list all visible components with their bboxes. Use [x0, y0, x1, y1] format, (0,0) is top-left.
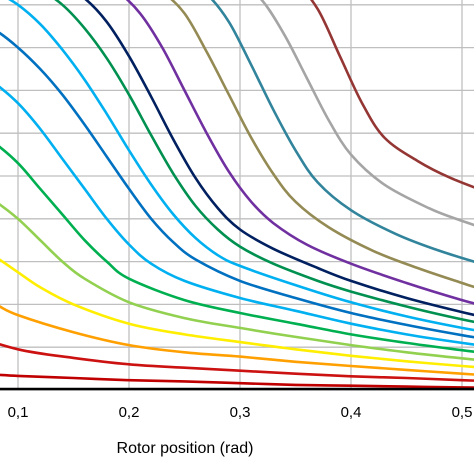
series-line-8	[0, 31, 474, 339]
x-tick-label-2: 0,2	[119, 404, 140, 421]
series-lines	[0, 0, 474, 391]
series-line-10	[54, 0, 474, 324]
series-line-2	[0, 343, 474, 382]
series-line-15	[259, 0, 474, 227]
series-line-6	[0, 145, 474, 353]
series-line-7	[0, 85, 474, 346]
series-line-12	[125, 0, 474, 305]
series-line-1	[0, 373, 474, 389]
x-axis-title: Rotor position (rad)	[117, 440, 254, 457]
series-line-9	[8, 0, 474, 332]
series-line-4	[0, 258, 474, 369]
x-tick-label-5: 0,5	[452, 404, 473, 421]
series-line-13	[170, 0, 474, 289]
series-line-11	[84, 0, 474, 317]
series-line-14	[210, 0, 474, 263]
x-tick-label-3: 0,3	[230, 404, 251, 421]
series-line-3	[0, 305, 474, 376]
series-line-16	[310, 0, 474, 189]
x-tick-labels: 0,1 0,2 0,3 0,4 0,5	[8, 404, 473, 421]
series-line-5	[0, 203, 474, 361]
x-tick-label-4: 0,4	[341, 404, 362, 421]
x-tick-label-1: 0,1	[8, 404, 29, 421]
